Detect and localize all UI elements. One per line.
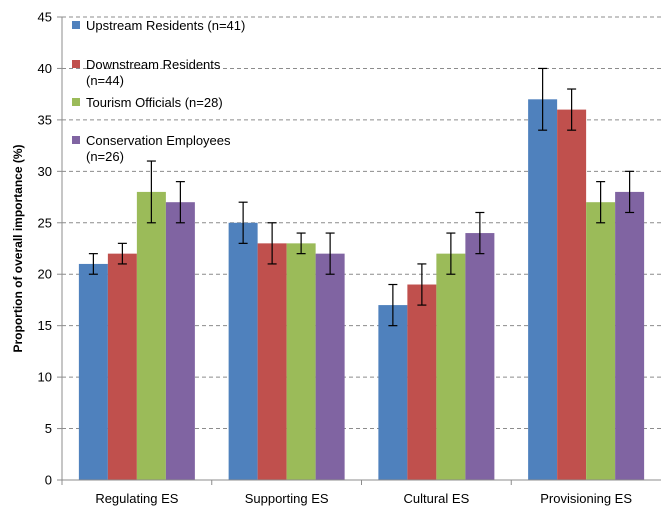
y-tick-label: 35 — [38, 112, 52, 127]
bar — [78, 263, 108, 480]
bar — [528, 99, 558, 481]
y-tick-label: 5 — [45, 421, 52, 436]
legend-label: (n=44) — [86, 73, 124, 88]
axes: 0 5 10 15 20 25 30 35 40 45 Regulating ES Supportin… — [38, 10, 661, 506]
bar — [228, 222, 258, 480]
y-tick-label: 25 — [38, 215, 52, 230]
bar — [315, 253, 345, 480]
y-tick-label: 45 — [38, 10, 52, 25]
legend-label: Tourism Officials (n=28) — [86, 95, 223, 110]
bar — [407, 284, 437, 480]
bar — [465, 233, 495, 480]
y-tick-label: 0 — [45, 473, 52, 488]
legend-label: Downstream Residents — [86, 57, 221, 72]
bar — [257, 243, 287, 480]
bar — [136, 191, 166, 480]
legend-label: Conservation Employees — [86, 133, 231, 148]
bar — [615, 191, 645, 480]
bar — [557, 109, 587, 480]
legend-swatch — [72, 21, 80, 29]
legend-swatch — [72, 136, 80, 144]
legend-swatch — [72, 98, 80, 106]
y-tick-label: 40 — [38, 61, 52, 76]
x-tick-label: Cultural ES — [404, 491, 470, 506]
y-tick-label: 15 — [38, 318, 52, 333]
x-tick-label: Supporting ES — [245, 491, 329, 506]
error-bars — [88, 67, 635, 327]
bar — [165, 202, 195, 480]
bar — [107, 253, 137, 480]
x-tick-label: Regulating ES — [95, 491, 178, 506]
x-tick-label: Provisioning ES — [540, 491, 632, 506]
bars — [78, 99, 645, 481]
bar — [586, 202, 616, 480]
legend-label: (n=26) — [86, 149, 124, 164]
bar — [436, 253, 466, 480]
y-tick-label: 20 — [38, 267, 52, 282]
bar — [378, 305, 408, 480]
legend: Upstream Residents (n=41) Downstream Resi… — [72, 18, 245, 164]
legend-swatch — [72, 60, 80, 68]
bar — [286, 243, 316, 480]
y-tick-label: 30 — [38, 164, 52, 179]
y-tick-label: 10 — [38, 370, 52, 385]
y-axis-title: Proportion of overall importance (%) — [11, 144, 25, 352]
legend-label: Upstream Residents (n=41) — [86, 18, 245, 33]
